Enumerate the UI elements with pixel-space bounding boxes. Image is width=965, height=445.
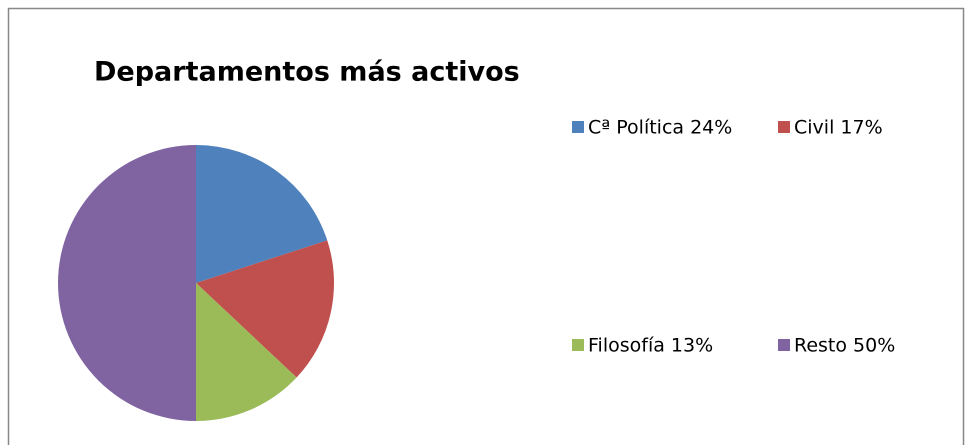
legend-label: Civil 17% bbox=[794, 117, 883, 139]
chart-title: Departamentos más activos bbox=[94, 57, 520, 88]
legend-swatch bbox=[572, 121, 584, 133]
pie-slice bbox=[58, 145, 196, 421]
pie-slice bbox=[196, 240, 334, 378]
legend-swatch bbox=[572, 339, 584, 351]
pie-slice bbox=[196, 145, 328, 283]
legend-swatch bbox=[778, 121, 790, 133]
legend-label: Filosofía 13% bbox=[588, 335, 713, 357]
legend-swatch bbox=[778, 339, 790, 351]
legend-label: Resto 50% bbox=[794, 335, 895, 357]
legend-label: Cª Política 24% bbox=[588, 117, 732, 139]
pie-slice bbox=[196, 283, 297, 421]
